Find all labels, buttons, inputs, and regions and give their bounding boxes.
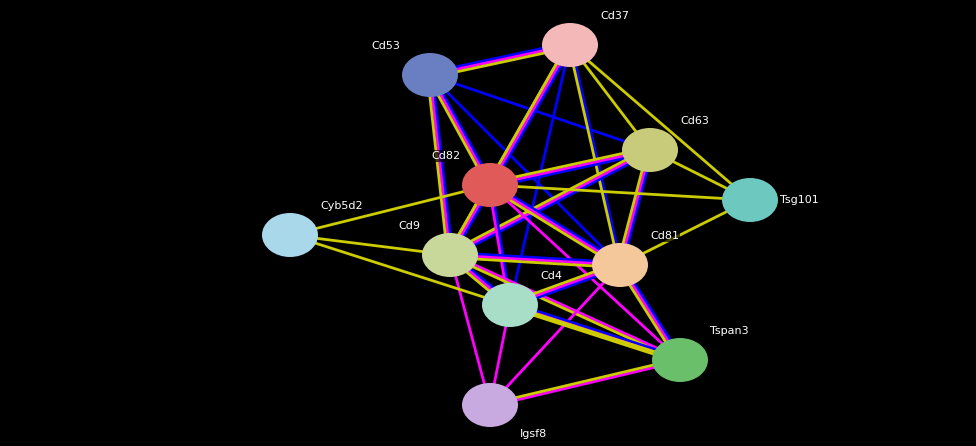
Ellipse shape	[722, 178, 778, 222]
Ellipse shape	[462, 163, 518, 207]
Text: Cd82: Cd82	[430, 151, 460, 161]
Ellipse shape	[422, 233, 478, 277]
Ellipse shape	[482, 283, 538, 327]
Text: Tspan3: Tspan3	[710, 326, 749, 336]
Ellipse shape	[462, 383, 518, 427]
Ellipse shape	[542, 23, 598, 67]
Text: Cd63: Cd63	[680, 116, 709, 126]
Ellipse shape	[402, 53, 458, 97]
Ellipse shape	[592, 243, 648, 287]
Text: Cd53: Cd53	[371, 41, 400, 51]
Ellipse shape	[622, 128, 678, 172]
Text: Cd81: Cd81	[650, 231, 679, 241]
Ellipse shape	[652, 338, 708, 382]
Text: Igsf8: Igsf8	[520, 429, 548, 439]
Text: Cyb5d2: Cyb5d2	[320, 201, 363, 211]
Text: Cd9: Cd9	[398, 221, 420, 231]
Ellipse shape	[262, 213, 318, 257]
Text: Cd4: Cd4	[540, 271, 562, 281]
Text: Cd37: Cd37	[600, 11, 629, 21]
Text: Tsg101: Tsg101	[780, 195, 819, 205]
